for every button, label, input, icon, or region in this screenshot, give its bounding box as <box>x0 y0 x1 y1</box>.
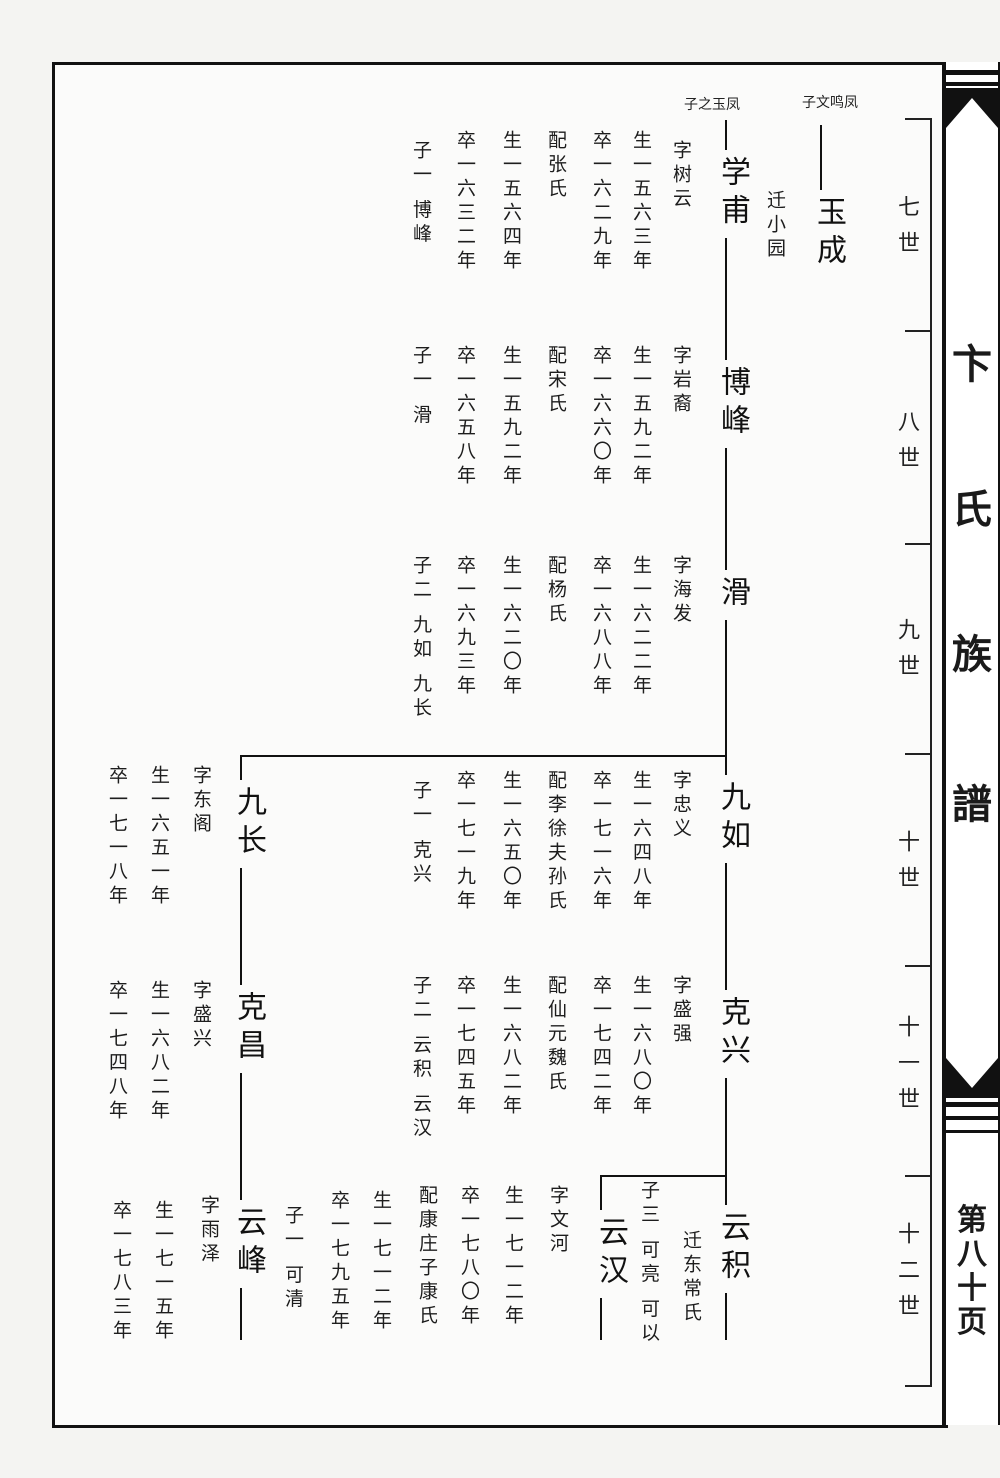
person-name: 九长 <box>226 780 270 868</box>
person-detail: 字海发 <box>670 555 692 627</box>
banner-arrow-shape <box>946 88 998 1098</box>
person-detail: 字忠义 <box>670 770 692 842</box>
person-detail: 生一六八二年 <box>500 975 522 1119</box>
page-number-char: 八 <box>957 1237 987 1272</box>
person-detail: 生一五九二年 <box>630 345 652 489</box>
person-detail: 配张氏 <box>545 130 567 202</box>
person-name: 九如 <box>710 775 754 863</box>
person-detail: 卒一七四五年 <box>454 975 476 1119</box>
person-detail: 卒一六三二年 <box>454 130 476 274</box>
person-detail: 生一七一二年 <box>370 1190 392 1334</box>
person-detail: 字岩裔 <box>670 345 692 417</box>
person-detail: 生一六二二年 <box>630 555 652 699</box>
person-detail: 子二 云积 云汉 <box>410 975 432 1142</box>
person-detail: 配仙元魏氏 <box>545 975 567 1095</box>
person-detail: 卒一六二九年 <box>590 130 612 274</box>
person-detail: 卒一七一九年 <box>454 770 476 914</box>
person-detail: 迁东常氏 <box>680 1230 702 1326</box>
person-detail: 卒一六九三年 <box>454 555 476 699</box>
person-name: 克昌 <box>226 985 270 1073</box>
lineage-line <box>240 755 727 757</box>
person-name: 学甫 <box>710 150 754 238</box>
person-detail: 配杨氏 <box>545 555 567 627</box>
generation-label: 七世 <box>894 195 919 267</box>
person-detail: 子三 可亮 可以 <box>638 1180 660 1347</box>
generation-label: 八世 <box>894 410 919 482</box>
person-detail: 字雨泽 <box>198 1195 220 1267</box>
person-detail: 生一六五一年 <box>148 765 170 909</box>
generation-label: 十世 <box>894 830 919 902</box>
top-note: 子之玉凤 <box>684 97 740 113</box>
person-detail: 生一六八〇年 <box>630 975 652 1119</box>
person-detail: 卒一七一六年 <box>590 770 612 914</box>
top-note: 子文鸣凤 <box>802 95 858 111</box>
person-detail: 字盛强 <box>670 975 692 1047</box>
person-name: 克兴 <box>710 990 754 1078</box>
person-detail: 卒一七九五年 <box>328 1190 350 1334</box>
person-detail: 字盛兴 <box>190 980 212 1052</box>
person-detail: 卒一七八〇年 <box>458 1185 480 1329</box>
person-name: 云峰 <box>226 1200 270 1288</box>
page-number-char: 十 <box>957 1271 987 1306</box>
person-detail: 生一五六三年 <box>630 130 652 274</box>
person-detail: 生一七一五年 <box>152 1200 174 1344</box>
side-title-strip: 卞 氏 族 譜 第 八 十 页 <box>942 62 1000 1425</box>
person-detail: 生一六五〇年 <box>500 770 522 914</box>
person-detail: 生一六四八年 <box>630 770 652 914</box>
lineage-line <box>600 1175 727 1177</box>
person-detail: 卒一七八三年 <box>110 1200 132 1344</box>
person-detail: 子一 可清 <box>282 1205 304 1313</box>
page-number-char: 页 <box>957 1305 987 1340</box>
person-detail: 子一 博峰 <box>410 140 432 248</box>
person-detail: 配宋氏 <box>545 345 567 417</box>
person-detail: 卒一六八八年 <box>590 555 612 699</box>
person-name: 玉成 <box>806 190 850 278</box>
person-detail: 子一 滑 <box>410 345 432 429</box>
generation-label: 十一世 <box>894 1015 919 1123</box>
generation-label: 十二世 <box>894 1222 919 1330</box>
person-name: 博峰 <box>710 360 754 448</box>
person-detail: 子二 九如 九长 <box>410 555 432 722</box>
generation-ruler <box>930 118 932 1386</box>
book-title-char: 譜 <box>952 781 992 828</box>
page-frame <box>52 62 948 1428</box>
person-name: 云汉 <box>588 1210 632 1298</box>
person-detail: 配康庄子康氏 <box>416 1185 438 1329</box>
person-detail: 卒一七四二年 <box>590 975 612 1119</box>
book-title-char: 族 <box>952 631 992 678</box>
person-detail: 卒一七四八年 <box>106 980 128 1124</box>
person-detail: 生一六八二年 <box>148 980 170 1124</box>
person-detail: 生一七一二年 <box>502 1185 524 1329</box>
person-detail: 配李徐夫孙氏 <box>545 770 567 914</box>
generation-label: 九世 <box>894 618 919 690</box>
person-detail: 卒一七一八年 <box>106 765 128 909</box>
person-detail: 字文河 <box>547 1185 569 1257</box>
person-detail: 字东阁 <box>190 765 212 837</box>
person-name: 滑 <box>710 570 754 620</box>
page-number-char: 第 <box>957 1203 987 1238</box>
person-detail: 字树云 <box>670 140 692 212</box>
book-title-char: 卞 <box>952 341 992 388</box>
person-detail: 卒一六六〇年 <box>590 345 612 489</box>
person-detail: 子一 克兴 <box>410 780 432 888</box>
person-detail: 卒一六五八年 <box>454 345 476 489</box>
person-detail: 生一六二〇年 <box>500 555 522 699</box>
book-title-char: 氏 <box>952 486 992 533</box>
lineage-line <box>725 120 727 1190</box>
person-detail: 迁小园 <box>764 190 786 262</box>
person-detail: 生一五九二年 <box>500 345 522 489</box>
person-name: 云积 <box>710 1205 754 1293</box>
person-detail: 生一五六四年 <box>500 130 522 274</box>
